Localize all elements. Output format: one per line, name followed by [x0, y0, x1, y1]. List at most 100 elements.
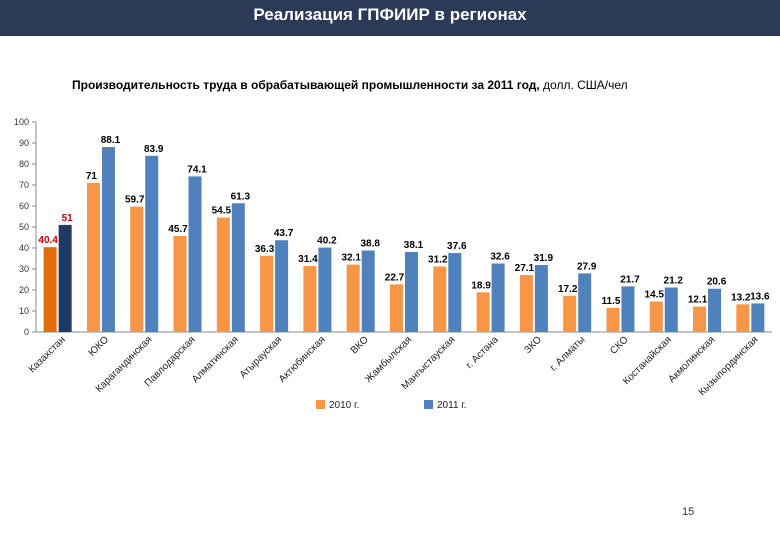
- x-category-label: ВКО: [349, 334, 371, 356]
- bar-2010: [130, 206, 144, 332]
- x-category-label: ЗКО: [522, 334, 544, 356]
- y-tick-label: 40: [19, 243, 29, 253]
- data-label-2010: 27.1: [515, 263, 535, 274]
- bar-2010: [563, 295, 577, 332]
- data-label-2011: 32.6: [490, 252, 510, 263]
- bar-2010: [216, 217, 230, 332]
- bar-2011: [664, 287, 678, 332]
- bar-2010: [390, 284, 403, 332]
- chart-subtitle: Производительность труда в обрабатывающе…: [72, 78, 628, 92]
- y-tick-label: 20: [19, 285, 29, 295]
- y-tick-label: 80: [19, 159, 29, 169]
- y-tick-label: 30: [19, 264, 29, 274]
- data-label-2010: 32.1: [341, 253, 361, 264]
- x-category-label: г. Алматы: [548, 334, 587, 373]
- bar-2011: [318, 247, 332, 332]
- bar-2011: [231, 203, 245, 332]
- data-label-2011: 37.6: [447, 241, 467, 252]
- data-label-2010: 11.5: [602, 296, 621, 307]
- bar-2011: [58, 224, 72, 332]
- bar-2010: [346, 264, 360, 332]
- bar-2010: [519, 275, 533, 332]
- data-label-2011: 74.1: [187, 164, 207, 175]
- x-category-label: Алматинская: [190, 334, 241, 385]
- bar-2010: [260, 255, 274, 332]
- data-label-2011: 51: [62, 213, 74, 224]
- data-label-2011: 27.9: [577, 261, 597, 272]
- data-label-2011: 13.6: [750, 291, 770, 302]
- data-label-2010: 12.1: [688, 295, 708, 306]
- bar-2011: [534, 265, 548, 332]
- y-tick-label: 70: [19, 180, 29, 190]
- y-tick-label: 90: [19, 138, 29, 148]
- bar-2010: [43, 247, 57, 332]
- x-category-label: Атырауская: [238, 334, 284, 380]
- header-bar: [0, 0, 780, 36]
- bar-2011: [448, 253, 462, 332]
- data-label-2010: 13.2: [731, 292, 751, 303]
- bar-2011: [491, 263, 505, 332]
- data-label-2011: 43.7: [274, 228, 294, 239]
- x-category-label: г. Астана: [464, 334, 501, 371]
- bar-2011: [751, 303, 765, 332]
- legend-label-2010: 2010 г.: [329, 400, 359, 411]
- chart-subtitle-main: Производительность труда в обрабатывающе…: [72, 78, 540, 92]
- data-label-2011: 61.3: [231, 191, 251, 202]
- x-category-label: ЮКО: [87, 334, 112, 359]
- x-category-label: СКО: [608, 334, 631, 357]
- data-label-2010: 31.4: [298, 254, 318, 265]
- bar-2010: [173, 236, 187, 332]
- page-number: 15: [682, 506, 695, 518]
- legend-label-2011: 2011 г.: [437, 400, 467, 411]
- legend-swatch-2010: [316, 400, 325, 409]
- y-tick-label: 0: [24, 327, 29, 337]
- page-title: Реализация ГПФИИР в регионах: [253, 5, 527, 24]
- y-tick-label: 100: [14, 117, 29, 127]
- bar-2011: [188, 176, 202, 332]
- bar-2010: [303, 266, 317, 332]
- data-label-2011: 88.1: [101, 135, 121, 146]
- bar-2010: [433, 266, 447, 332]
- bar-2010: [606, 307, 620, 332]
- bar-2011: [621, 286, 635, 332]
- data-label-2011: 31.9: [534, 253, 554, 264]
- data-label-2011: 20.6: [707, 277, 727, 288]
- data-label-2010: 59.7: [125, 195, 145, 206]
- bar-2011: [708, 288, 722, 332]
- bar-2011: [275, 240, 289, 332]
- data-label-2011: 38.8: [360, 239, 380, 250]
- bar-2011: [361, 250, 375, 332]
- data-label-2011: 40.2: [317, 236, 337, 247]
- bar-2010: [649, 301, 663, 332]
- bar-2010: [86, 182, 100, 332]
- y-tick-label: 50: [19, 222, 29, 232]
- x-category-label: Казахстан: [27, 334, 68, 375]
- bar-2011: [101, 146, 115, 332]
- data-label-2010: 36.3: [255, 244, 275, 255]
- x-category-label: Актюбинская: [276, 334, 327, 385]
- bar-chart: 0 10 20 30 40 50 60 70 80 90 100 40.4 51 Казахстан 71 8…: [14, 117, 772, 411]
- data-label-2010: 31.2: [428, 254, 448, 265]
- bar-2010: [736, 304, 750, 332]
- bar-2011: [405, 251, 418, 332]
- data-label-2010: 22.7: [385, 272, 405, 283]
- data-label-2010: 17.2: [558, 284, 578, 295]
- bar-2011: [145, 155, 159, 332]
- bar-2011: [578, 273, 592, 332]
- y-tick-label: 60: [19, 201, 29, 211]
- y-tick-label: 10: [19, 306, 29, 316]
- chart-subtitle-units: долл. США/чел: [543, 78, 628, 92]
- legend-swatch-2011: [424, 400, 433, 409]
- data-label-2011: 38.1: [404, 240, 424, 251]
- data-label-2010: 45.7: [168, 224, 188, 235]
- data-label-2010: 40.4: [38, 235, 58, 246]
- data-label-2010: 18.9: [471, 280, 491, 291]
- data-label-2010: 71: [86, 171, 98, 182]
- bar-2010: [476, 292, 490, 332]
- data-label-2011: 21.2: [664, 275, 684, 286]
- data-label-2011: 21.7: [620, 274, 640, 285]
- data-label-2011: 83.9: [144, 144, 164, 155]
- data-label-2010: 54.5: [212, 206, 232, 217]
- bar-2010: [693, 306, 707, 332]
- data-label-2010: 14.5: [645, 290, 665, 301]
